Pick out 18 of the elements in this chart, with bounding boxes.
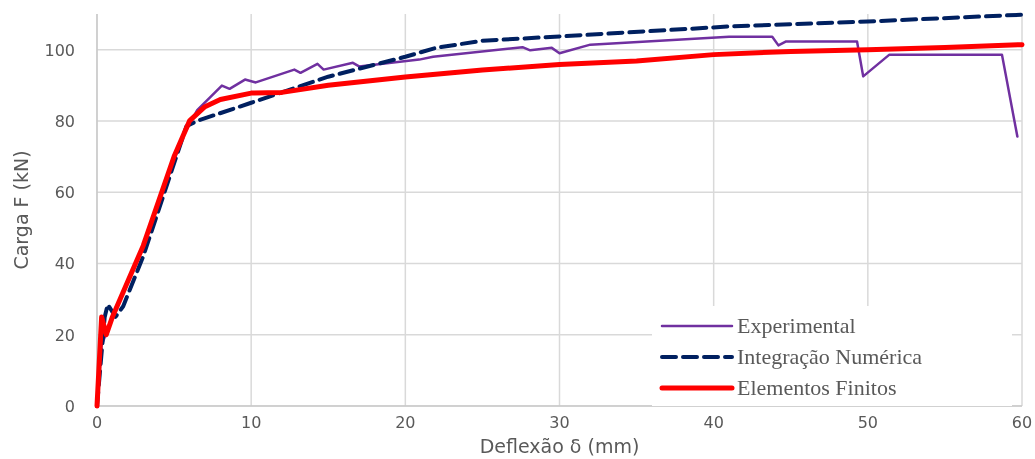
x-tick-label: 0 (91, 413, 103, 432)
x-axis-title: Deflexão δ (mm) (479, 435, 640, 457)
x-tick-label: 50 (857, 413, 879, 432)
x-tick-label: 20 (395, 413, 416, 432)
x-tick-label: 10 (240, 413, 262, 432)
legend-label: Integração Numérica (737, 344, 923, 369)
y-tick-label: 20 (54, 325, 75, 345)
legend-label: Experimental (737, 313, 856, 338)
y-tick-label: 60 (54, 183, 75, 203)
y-tick-label: 80 (54, 111, 75, 131)
x-tick-label: 40 (703, 413, 724, 432)
y-tick-label: 100 (44, 40, 75, 60)
x-tick-label: 30 (549, 413, 570, 432)
y-tick-label: 40 (54, 254, 75, 274)
y-axis-title: Carga F (kN) (10, 150, 32, 270)
y-tick-label: 0 (64, 397, 75, 416)
x-tick-label: 60 (1011, 413, 1033, 432)
legend-label: Elementos Finitos (737, 375, 897, 400)
